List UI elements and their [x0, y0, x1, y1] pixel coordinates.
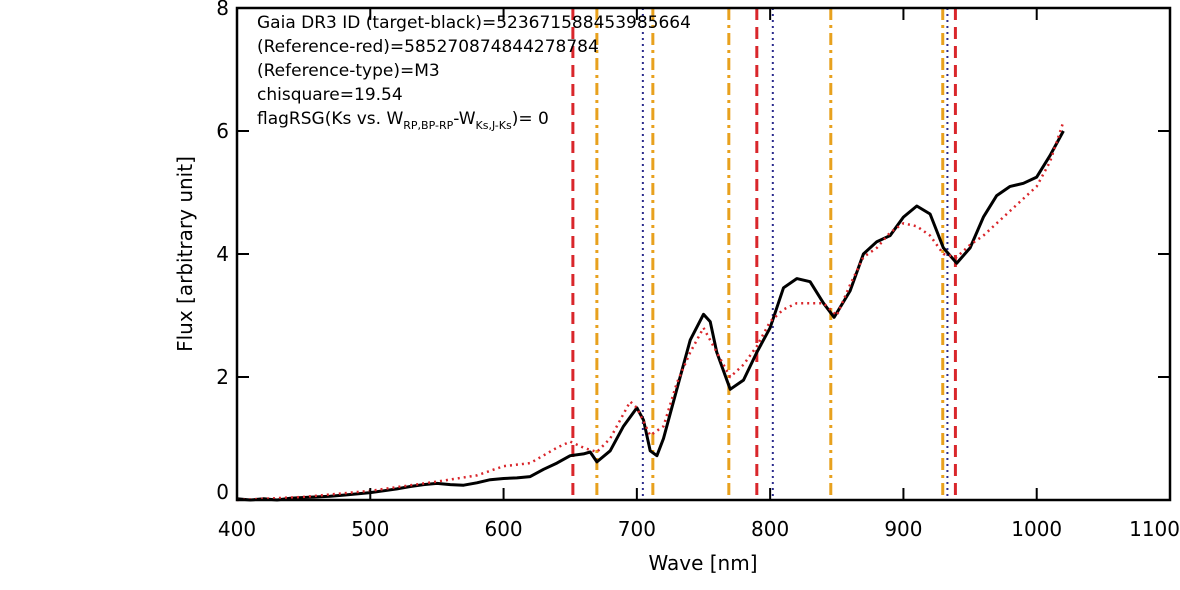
x-tick-label: 500	[351, 517, 389, 541]
x-tick-label: 1000	[1011, 517, 1062, 541]
spectrum-line	[236, 121, 1065, 502]
flag-part: Ks,J-Ks	[476, 119, 512, 132]
y-tick-label: 4	[216, 242, 229, 266]
flag-annotation: flagRSG(Ks vs. WRP,BP-RP-WKs,J-Ks)= 0	[257, 109, 549, 132]
y-tick-label: 6	[216, 119, 229, 143]
annotation: (Reference-red)=585270874844278784	[257, 37, 599, 57]
flag-part: flagRSG(Ks vs. W	[257, 109, 403, 129]
y-axis-label: Flux [arbitrary unit]	[173, 156, 197, 352]
x-tick-label: 1100	[1129, 517, 1180, 541]
x-tick-label: 900	[884, 517, 922, 541]
x-tick-label: 800	[751, 517, 789, 541]
spectrum-line	[236, 130, 1065, 502]
annotation: chisquare=19.54	[257, 85, 403, 105]
y-tick-label: 0	[216, 480, 229, 504]
y-tick-label: 2	[216, 365, 229, 389]
annotation: (Reference-type)=M3	[257, 61, 440, 81]
y-tick-label: 8	[216, 0, 229, 20]
x-tick-label: 400	[218, 517, 256, 541]
flag-part: -W	[453, 109, 475, 129]
flag-part: )= 0	[512, 109, 549, 129]
x-axis-label: Wave [nm]	[648, 551, 757, 575]
x-tick-label: 700	[618, 517, 656, 541]
plot-frame	[235, 6, 1172, 502]
annotation: Gaia DR3 ID (target-black)=5236715884539…	[257, 13, 691, 33]
flag-part: RP,BP-RP	[403, 119, 453, 132]
x-tick-label: 600	[484, 517, 522, 541]
